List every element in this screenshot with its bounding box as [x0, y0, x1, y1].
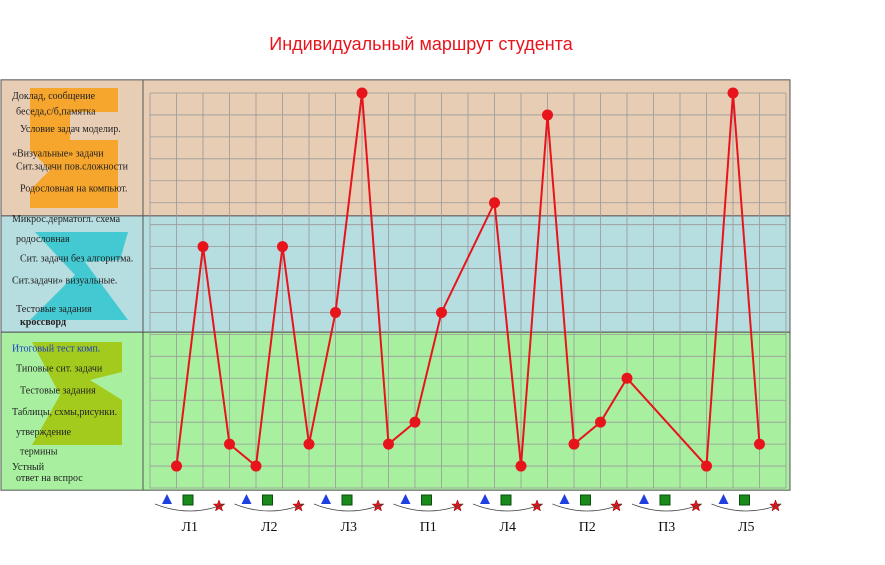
row-label: Сит.задачи пов.сложности [16, 161, 129, 172]
marker-square [739, 494, 750, 506]
chart-title: Индивидуальный маршрут студента [269, 34, 573, 54]
marker-star [451, 499, 464, 512]
marker-square [580, 494, 591, 506]
group-arc [711, 503, 782, 512]
row-label: Таблицы, схмы,рисунки. [12, 407, 117, 418]
marker-star [371, 499, 385, 512]
marker-square [421, 494, 432, 506]
point [542, 109, 553, 121]
row-label: «Визуальные» задачи [12, 148, 104, 159]
row-label: беседа,с/б,памятка [16, 107, 96, 118]
marker-triangle [241, 494, 252, 504]
x-groups: Л1 Л2 Л3 П1 Л4 П2 П3 Л5 [154, 494, 782, 535]
marker-triangle [321, 494, 331, 504]
point [356, 87, 368, 99]
row-label: Условие задач моделир. [20, 124, 121, 135]
group-arc [313, 503, 384, 512]
row-label: Микрос.дерматогл. схема [12, 214, 121, 225]
marker-star [610, 499, 623, 512]
marker-square [182, 494, 194, 506]
group-arc [393, 503, 464, 512]
marker-triangle [559, 494, 570, 504]
row-label: Родословная на компьют. [20, 183, 128, 194]
point [250, 460, 262, 472]
row-label: термины [20, 447, 58, 458]
marker-square [659, 494, 671, 506]
row-label: Итоговый тест комп. [12, 344, 100, 355]
point [224, 438, 235, 450]
point [621, 372, 633, 384]
row-label: утверждение [16, 427, 72, 438]
marker-square [500, 494, 512, 506]
marker-square [341, 494, 353, 506]
row-label: Сит.задачи» визуальные. [12, 276, 117, 287]
marker-triangle [162, 494, 172, 504]
marker-star [292, 499, 305, 512]
point [330, 306, 341, 318]
marker-triangle [639, 494, 649, 504]
point [489, 197, 500, 209]
point [409, 416, 421, 428]
group-arc [234, 503, 305, 512]
point [436, 306, 447, 318]
x-group-label: Л1 [182, 520, 199, 535]
grid [149, 92, 787, 489]
point [701, 460, 712, 472]
decoration [30, 88, 128, 445]
marker-square [262, 494, 273, 506]
marker-triangle [718, 494, 729, 504]
group-arc [154, 503, 225, 512]
marker-triangle [480, 494, 490, 504]
group-arc [472, 503, 543, 512]
row-label: Типовые сит. задачи [16, 363, 103, 374]
row-label: кроссворд [20, 317, 66, 328]
line [175, 92, 761, 469]
point [568, 438, 580, 450]
point [515, 460, 527, 472]
group-arc [552, 503, 623, 512]
point [727, 87, 739, 99]
group-arc [631, 503, 702, 512]
row-label: родословная [16, 234, 70, 245]
point [595, 416, 606, 428]
row-labels: Доклад, сообщение беседа,с/б,памятка Услов… [12, 91, 133, 484]
marker-triangle [400, 494, 411, 504]
x-group-label: П2 [579, 520, 596, 535]
row-label: Тестовые задания [20, 385, 96, 396]
row-label: Тестовые задания [16, 304, 92, 315]
bands [0, 79, 791, 491]
marks [171, 87, 765, 472]
point [277, 241, 288, 253]
marker-star [769, 499, 782, 512]
band [0, 79, 791, 217]
row-label: Устный [12, 462, 45, 473]
x-group-label: П1 [420, 520, 437, 535]
row-label: ответ на вспрос [16, 473, 83, 484]
marker-star [689, 499, 703, 512]
marker-star [530, 499, 544, 512]
x-group-label: Л4 [500, 520, 517, 535]
row-label: Сит. задачи без алгоритма. [20, 254, 133, 265]
point [171, 460, 182, 472]
x-group-label: Л2 [261, 520, 278, 535]
point [197, 241, 209, 253]
point [303, 438, 315, 450]
x-group-label: Л3 [341, 520, 358, 535]
marker-star [212, 499, 226, 512]
row-label: Доклад, сообщение [12, 91, 96, 102]
band [0, 331, 791, 491]
point [754, 438, 765, 450]
point [383, 438, 394, 450]
x-group-label: Л5 [738, 520, 755, 535]
x-group-label: П3 [658, 520, 675, 535]
